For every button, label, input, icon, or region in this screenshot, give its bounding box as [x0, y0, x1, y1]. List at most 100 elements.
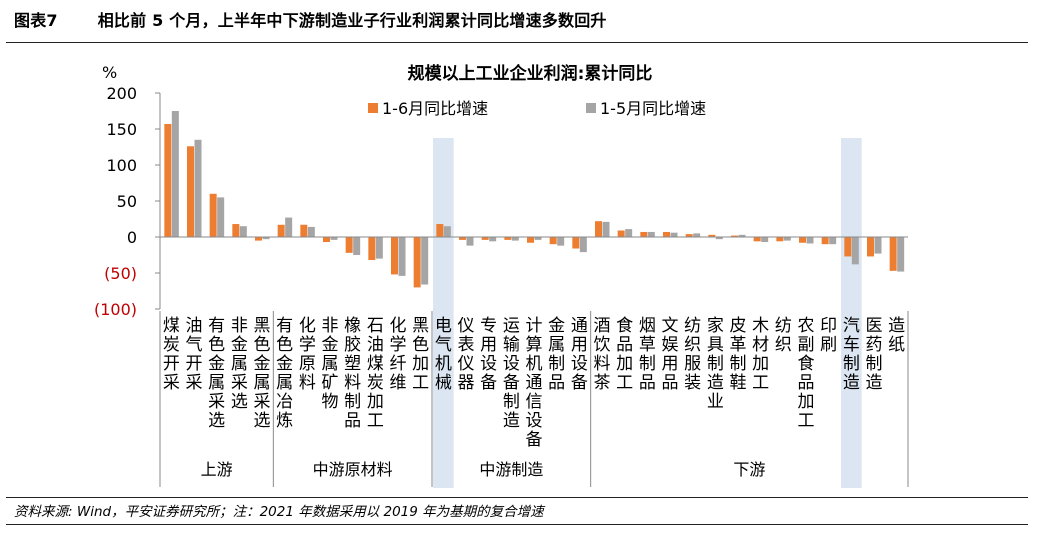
- category-label: 文娱用品: [662, 316, 679, 393]
- group-label: 中游制造: [479, 460, 543, 479]
- bar-1-5m: [421, 237, 429, 285]
- bar-1-6m: [708, 234, 716, 237]
- category-label: 计算机通信设备: [526, 316, 543, 450]
- category-label: 农副食品加工: [798, 316, 815, 431]
- category-label: 黑色金属采选: [254, 316, 271, 431]
- chart-title: 规模以上工业企业利润:累计同比: [408, 63, 653, 84]
- bar-1-6m: [753, 237, 761, 242]
- bar-1-5m: [262, 237, 270, 240]
- bar-1-6m: [209, 193, 217, 237]
- category-label: 食品加工: [616, 316, 633, 393]
- bar-1-6m: [232, 224, 240, 237]
- category-label: 电气机械: [435, 316, 452, 393]
- category-label: 运输设备制造: [503, 316, 520, 431]
- y-tick-label: 100: [106, 156, 137, 175]
- bar-1-5m: [579, 237, 587, 253]
- category-label: 皮革制鞋: [730, 316, 747, 393]
- bar-1-6m: [572, 237, 580, 249]
- bar-1-5m: [851, 237, 859, 265]
- bar-1-6m: [685, 234, 693, 237]
- category-label: 黑色加工: [412, 316, 429, 393]
- category-label: 家具制造业: [707, 316, 724, 412]
- category-label: 木材加工: [752, 316, 769, 393]
- group-label: 中游原材料: [313, 460, 393, 479]
- category-label: 印刷: [820, 316, 837, 355]
- category-label: 造纸: [888, 316, 905, 355]
- bar-1-6m: [368, 237, 376, 261]
- bar-1-5m: [806, 237, 814, 244]
- figure-title: 图表7 相比前 5 个月，上半年中下游制造业子行业利润累计同比增速多数回升: [14, 7, 607, 31]
- bar-1-6m: [323, 237, 330, 243]
- bar-1-6m: [640, 231, 648, 237]
- bar-1-5m: [489, 237, 497, 242]
- bar-1-5m: [715, 237, 723, 240]
- bar-1-5m: [670, 232, 678, 237]
- bar-1-5m: [738, 234, 746, 237]
- bar-1-6m: [867, 237, 874, 257]
- legend-label-2: 1-5月同比增速: [600, 99, 706, 118]
- category-label: 非金属矿物: [322, 316, 339, 412]
- bar-1-6m: [345, 237, 353, 253]
- bar-1-6m: [844, 237, 852, 257]
- bar-1-6m: [300, 224, 308, 237]
- bar-1-5m: [647, 231, 655, 237]
- figure-heading: 相比前 5 个月，上半年中下游制造业子行业利润累计同比增速多数回升: [97, 11, 607, 30]
- category-label: 化学原料: [299, 316, 316, 393]
- category-label: 通用设备: [571, 316, 588, 393]
- bar-1-5m: [625, 229, 633, 237]
- bar-1-6m: [595, 221, 602, 237]
- bar-1-5m: [217, 197, 225, 237]
- y-axis-label: %: [102, 63, 117, 82]
- y-tick-label: (50): [104, 264, 137, 283]
- bar-1-5m: [330, 237, 338, 240]
- legend-label-1: 1-6月同比增速: [382, 99, 488, 118]
- y-tick-label: (100): [94, 300, 137, 319]
- bar-1-5m: [307, 226, 315, 237]
- bar-1-6m: [187, 146, 194, 237]
- category-label: 医药制造: [866, 316, 883, 393]
- category-label: 化学纤维: [390, 316, 407, 393]
- bar-1-5m: [375, 237, 383, 259]
- bar-1-6m: [413, 237, 421, 288]
- y-tick-label: 150: [106, 120, 137, 139]
- bar-1-5m: [829, 237, 837, 245]
- category-label: 橡胶塑料制品: [344, 316, 361, 431]
- category-label: 纺织服装: [684, 316, 701, 393]
- category-label: 油气开采: [186, 316, 203, 393]
- bar-1-5m: [897, 237, 905, 272]
- bar-1-6m: [391, 237, 398, 275]
- bar-1-6m: [277, 224, 285, 237]
- bar-1-5m: [353, 237, 361, 255]
- bar-1-6m: [164, 123, 172, 237]
- bar-1-6m: [821, 237, 829, 245]
- bar-1-6m: [436, 224, 444, 237]
- bar-1-5m: [602, 221, 610, 237]
- bar-1-6m: [504, 237, 512, 240]
- category-label: 非金属采选: [231, 316, 248, 412]
- bar-1-5m: [466, 237, 474, 246]
- bottom-rule: [6, 497, 1028, 498]
- highlight-band: [841, 138, 862, 488]
- bar-1-5m: [874, 237, 882, 254]
- bar-1-5m: [239, 226, 247, 237]
- bar-1-6m: [776, 237, 784, 242]
- bar-1-5m: [761, 237, 769, 243]
- bar-1-5m: [693, 233, 701, 237]
- category-label: 专用设备: [480, 316, 497, 393]
- bar-1-6m: [527, 237, 534, 243]
- category-label: 酒饮料茶: [594, 316, 611, 393]
- category-label: 有色金属冶炼: [276, 316, 293, 431]
- top-rule: [6, 42, 1028, 43]
- bar-1-6m: [459, 237, 466, 240]
- bar-1-5m: [783, 237, 791, 241]
- bar-1-5m: [443, 226, 451, 237]
- bar-1-6m: [663, 231, 670, 237]
- y-tick-label: 50: [117, 192, 137, 211]
- bar-1-5m: [194, 139, 202, 237]
- bar-1-5m: [511, 237, 519, 241]
- category-label: 仪表仪器: [458, 316, 475, 393]
- bar-1-5m: [534, 237, 542, 240]
- legend-swatch-1: [368, 103, 378, 113]
- y-tick-label: 200: [106, 84, 137, 103]
